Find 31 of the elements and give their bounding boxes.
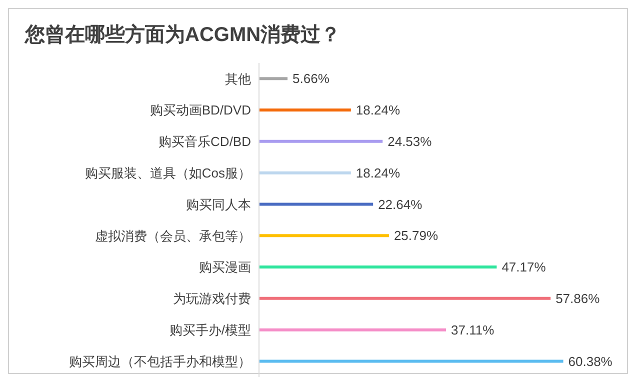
y-tick-label: 购买手办/模型 (169, 322, 251, 338)
y-tick-label: 购买服装、道具（如Cos服） (84, 166, 251, 181)
data-label: 18.24% (356, 165, 400, 180)
bar (259, 140, 383, 143)
bar (259, 234, 389, 238)
y-tick-label: 购买周边（不包括手办和模型） (69, 354, 251, 369)
data-label: 18.24% (356, 102, 400, 118)
data-label: 22.64% (378, 196, 423, 212)
bar (259, 296, 551, 300)
y-tick-label: 购买动画BD/DVD (150, 102, 251, 118)
bar (259, 77, 288, 80)
data-label: 60.38% (568, 354, 613, 369)
data-label: 47.17% (502, 260, 546, 275)
data-label: 37.11% (451, 322, 495, 338)
bar (259, 360, 564, 363)
bar (259, 171, 351, 174)
bar (259, 328, 446, 332)
y-tick-label: 购买漫画 (199, 260, 251, 275)
y-tick-label: 其他 (225, 71, 251, 86)
y-tick-label: 购买同人本 (186, 196, 251, 212)
y-tick-label: 为玩游戏付费 (173, 291, 251, 306)
y-tick-label: 虚拟消费（会员、承包等） (95, 228, 251, 244)
data-label: 57.86% (556, 291, 600, 306)
bar (259, 202, 374, 206)
data-label: 24.53% (388, 134, 432, 150)
data-label: 25.79% (394, 228, 438, 244)
y-tick-label: 购买音乐CD/BD (158, 134, 251, 150)
bar (259, 266, 497, 269)
chart-title: 您曾在哪些方面为ACGMN消费过？ (23, 22, 342, 48)
bar (259, 108, 351, 112)
data-label: 5.66% (292, 71, 330, 86)
